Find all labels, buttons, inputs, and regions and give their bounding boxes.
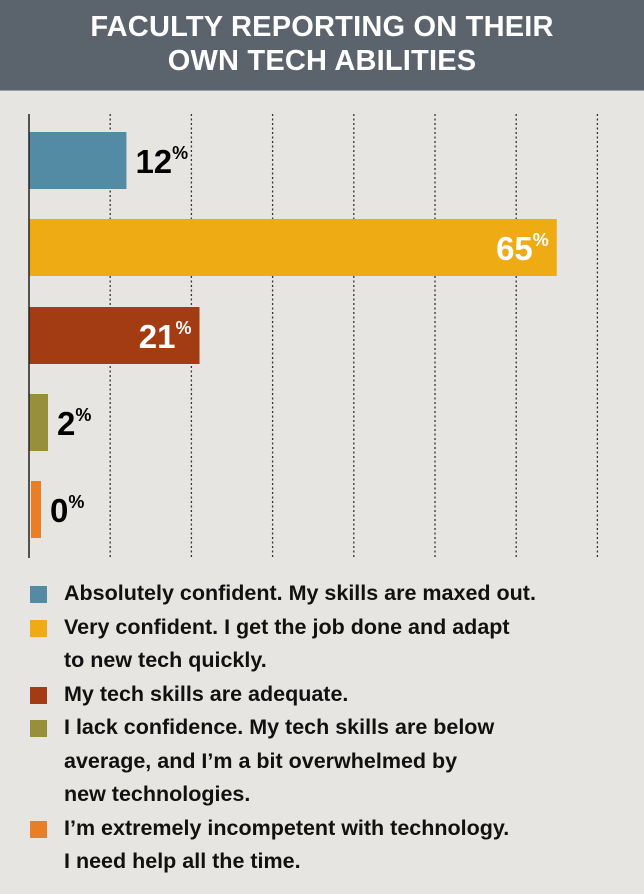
legend: Absolutely confident. My skills are maxe… — [30, 577, 630, 879]
data-label-3: 2% — [57, 405, 91, 442]
data-label-4: 0% — [50, 492, 84, 529]
legend-swatch — [30, 686, 47, 704]
bar-3 — [29, 394, 48, 451]
data-label-2: 21% — [139, 318, 192, 355]
legend-item: Absolutely confident. My skills are maxe… — [30, 577, 630, 611]
legend-label: Very confident. I get the job done and a… — [64, 614, 510, 673]
bar-0 — [29, 132, 127, 189]
legend-item: Very confident. I get the job done and a… — [30, 611, 630, 678]
legend-label: Absolutely confident. My skills are maxe… — [64, 581, 536, 605]
legend-swatch — [30, 586, 47, 603]
data-label-1: 65% — [496, 230, 549, 267]
legend-item: My tech skills are adequate. — [30, 678, 630, 712]
bar-1 — [29, 219, 557, 276]
chart-title: FACULTY REPORTING ON THEIR OWN TECH ABIL… — [0, 0, 644, 91]
legend-swatch — [30, 619, 47, 637]
legend-item: I’m extremely incompetent with technolog… — [30, 812, 630, 879]
chart-title-text: FACULTY REPORTING ON THEIR OWN TECH ABIL… — [90, 11, 554, 77]
bar-4 — [31, 481, 41, 538]
data-label-0: 12% — [135, 143, 188, 180]
legend-swatch — [30, 820, 47, 838]
legend-item: I lack confidence. My tech skills are be… — [30, 711, 630, 812]
bar-chart: 12% 65% 21% 2% 0% — [28, 114, 599, 558]
legend-label: I lack confidence. My tech skills are be… — [64, 715, 495, 806]
legend-swatch — [30, 720, 47, 737]
legend-label: My tech skills are adequate. — [64, 681, 349, 706]
legend-label: I’m extremely incompetent with technolog… — [64, 815, 510, 874]
bar-2 — [29, 307, 200, 364]
